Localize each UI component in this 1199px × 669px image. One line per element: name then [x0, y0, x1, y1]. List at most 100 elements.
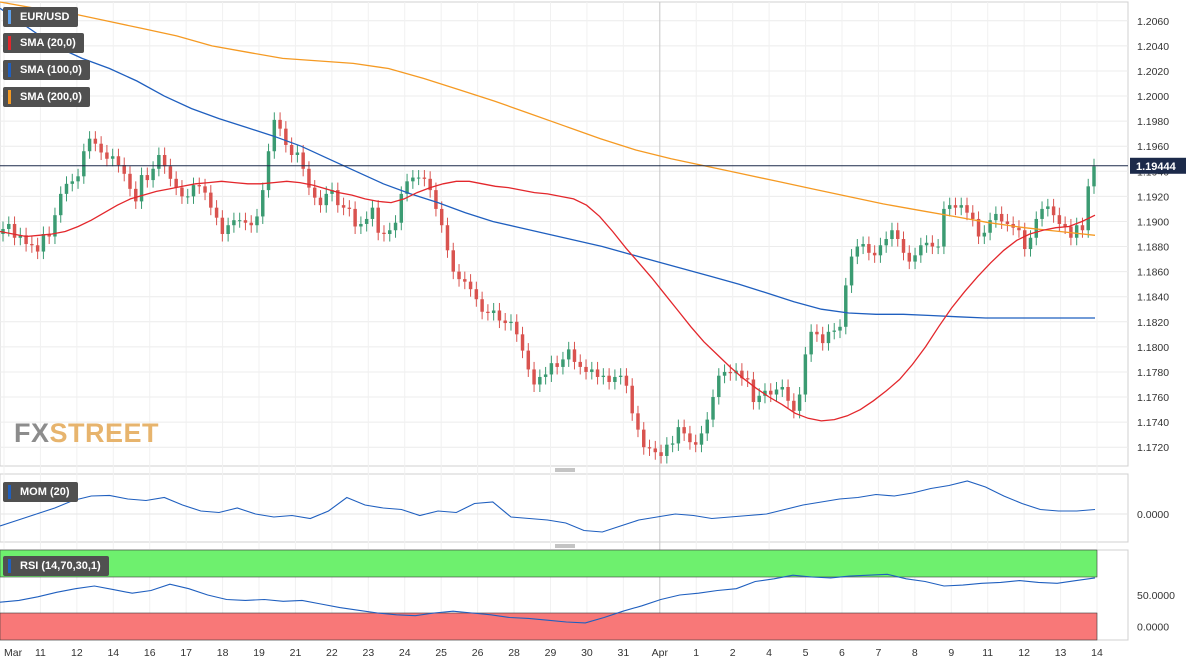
date-tick-label: 6 — [839, 647, 845, 659]
candle-body — [445, 225, 450, 251]
candle — [214, 200, 219, 226]
date-tick-label: 25 — [435, 647, 447, 659]
date-tick-label: 12 — [71, 647, 83, 659]
candle-body — [439, 208, 444, 226]
candle-body — [849, 256, 854, 286]
candle — [717, 368, 721, 405]
candle-body — [1080, 225, 1085, 231]
candle — [58, 186, 63, 223]
date-tick-label: 12 — [1018, 647, 1030, 659]
date-tick-label: 14 — [1091, 647, 1103, 659]
candle-body — [128, 173, 132, 189]
candles — [1, 112, 1096, 464]
candle-body — [642, 429, 646, 448]
candle — [261, 182, 265, 224]
candle-body — [341, 205, 346, 208]
candle — [515, 314, 519, 342]
sma200-line — [0, 1, 1096, 236]
candle — [526, 343, 531, 377]
candle-body — [7, 223, 11, 229]
candle — [757, 388, 761, 410]
candle — [884, 231, 888, 253]
price-tick-label: 1.2020 — [1137, 66, 1169, 78]
candle-body — [896, 230, 900, 240]
candle — [145, 167, 150, 188]
candle-body — [370, 207, 375, 219]
candle — [168, 158, 173, 187]
candle-body — [411, 177, 415, 182]
legend-swatch — [8, 36, 11, 50]
candle-body — [1022, 230, 1027, 250]
candle-body — [24, 235, 28, 245]
candle — [382, 225, 386, 242]
candle-body — [226, 225, 230, 234]
candle — [826, 324, 831, 351]
candle — [318, 190, 323, 213]
candle — [971, 205, 975, 227]
candle — [867, 236, 871, 261]
candle-body — [197, 185, 201, 187]
candle — [197, 177, 201, 194]
candle-body — [220, 217, 225, 234]
candle-body — [659, 452, 663, 456]
candle — [376, 200, 380, 241]
candle — [468, 274, 473, 297]
candle — [999, 206, 1004, 229]
candle — [1063, 216, 1067, 234]
candle-body — [364, 218, 369, 224]
date-tick-label: 11 — [35, 647, 46, 659]
candle — [590, 361, 594, 380]
candle-body — [376, 207, 380, 233]
candle-body — [942, 208, 946, 247]
candle — [255, 208, 259, 233]
candle — [266, 143, 271, 198]
candle-body — [272, 119, 277, 152]
candle-body — [1074, 225, 1079, 238]
candle — [936, 239, 940, 255]
candle — [497, 302, 502, 329]
main-panel — [0, 1, 1129, 467]
candle-body — [924, 242, 929, 246]
candle-body — [994, 213, 998, 221]
candle — [295, 144, 300, 163]
candle — [220, 210, 225, 242]
candle-body — [757, 395, 761, 403]
date-tick-label: 26 — [472, 647, 484, 659]
candle — [393, 215, 398, 238]
candle-body — [803, 354, 808, 395]
candle-body — [965, 205, 969, 213]
candle — [982, 225, 987, 245]
rsi-line — [0, 573, 1096, 624]
candle — [907, 245, 912, 270]
date-tick-label: Apr — [652, 647, 669, 659]
candle-body — [959, 205, 963, 208]
candle-body — [988, 220, 992, 233]
legend-rsi-label: RSI (14,70,30,1) — [20, 560, 101, 572]
current-price-tag — [1130, 157, 1186, 174]
candle — [797, 386, 802, 419]
candle — [809, 324, 813, 362]
candle-body — [936, 246, 940, 248]
candle-body — [613, 376, 617, 382]
candle-body — [878, 245, 883, 256]
price-tick-label: 1.1760 — [1137, 392, 1169, 404]
candle-body — [468, 281, 473, 290]
legend-sma100: SMA (100,0) — [3, 60, 90, 80]
candle — [76, 168, 80, 189]
candle-body — [809, 331, 813, 355]
candle-body — [491, 310, 496, 314]
legend-sma200-label: SMA (200,0) — [20, 91, 82, 103]
candle — [872, 245, 877, 263]
candle-body — [872, 252, 877, 256]
candle — [30, 236, 34, 253]
candle-body — [110, 156, 115, 159]
candle-body — [844, 285, 848, 327]
candle — [105, 144, 109, 167]
candle-body — [786, 386, 790, 401]
candle — [740, 363, 744, 386]
candle-body — [774, 389, 779, 395]
candle — [693, 434, 698, 453]
price-tick-label: 1.1800 — [1137, 342, 1169, 354]
candle — [249, 215, 253, 233]
candle-body — [578, 361, 582, 367]
